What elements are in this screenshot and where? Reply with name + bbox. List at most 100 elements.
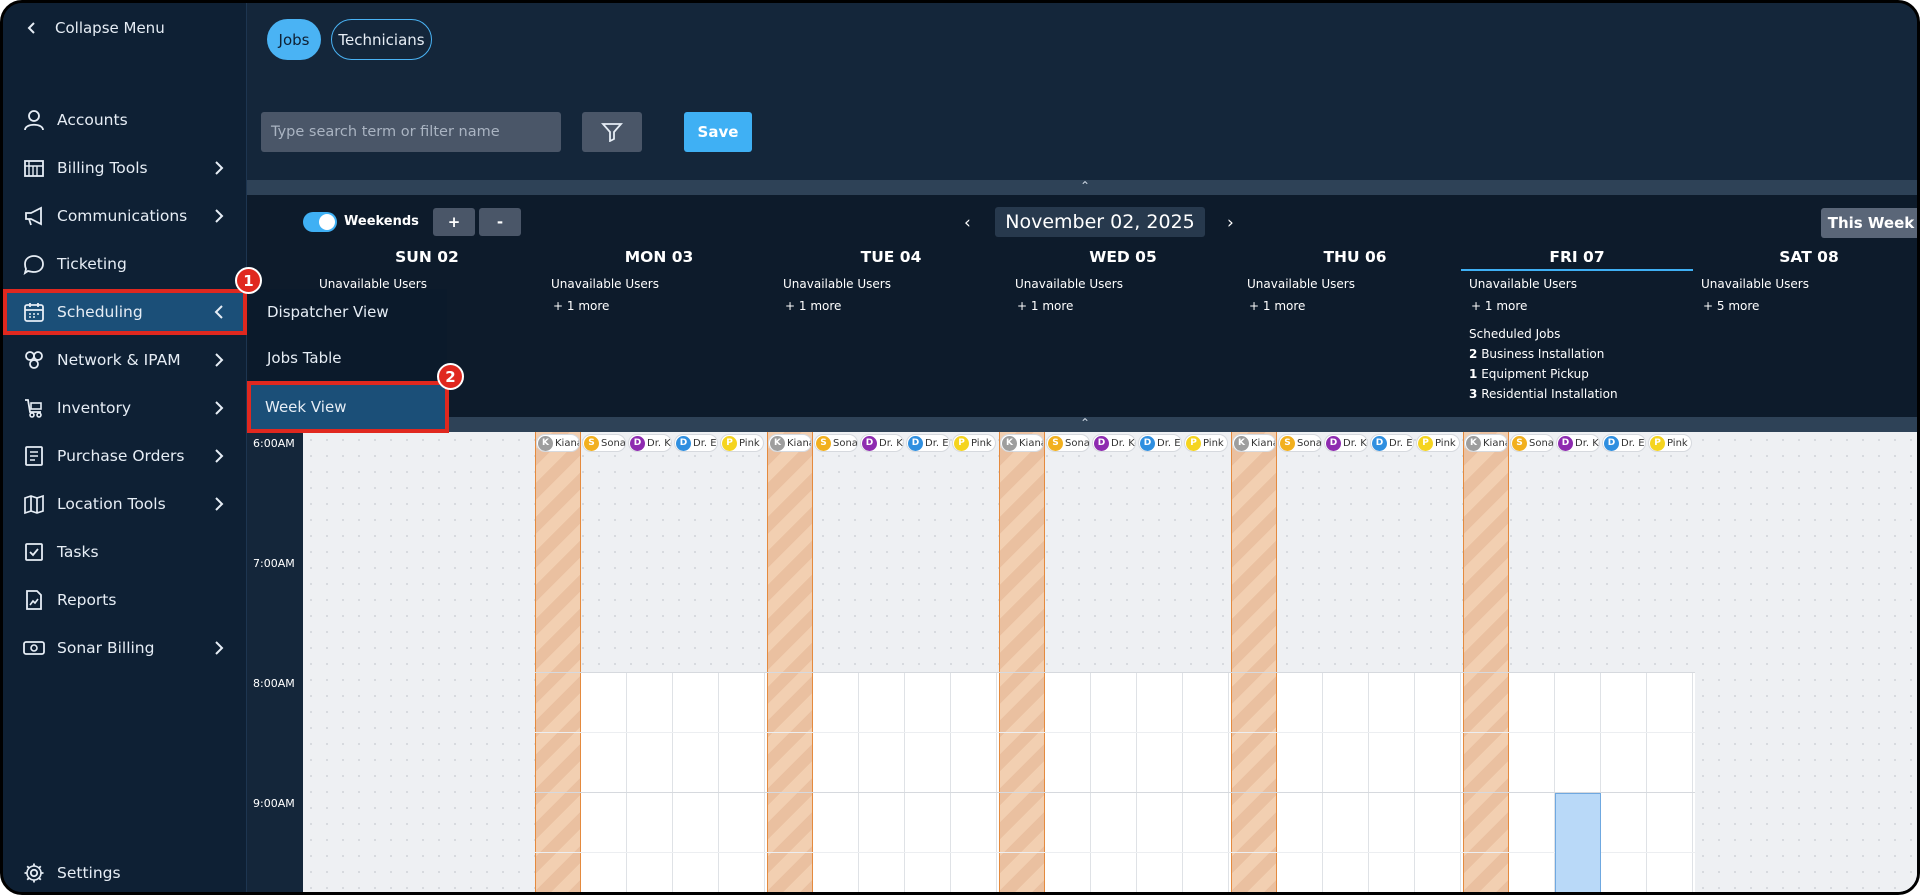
sidebar-item-accounts[interactable]: Accounts xyxy=(3,97,247,143)
sidebar-item-location-tools[interactable]: Location Tools xyxy=(3,481,247,527)
technician-name: Sonar xyxy=(601,437,626,449)
step-2-badge: 2 xyxy=(437,363,464,390)
sidebar-item-inventory[interactable]: Inventory xyxy=(3,385,247,431)
weekends-toggle[interactable] xyxy=(303,212,337,232)
grid-divider xyxy=(764,672,765,892)
current-date[interactable]: November 02, 2025 xyxy=(995,207,1205,237)
technician-name: Kiana xyxy=(1019,437,1043,449)
time-label: 9:00AM xyxy=(253,797,295,810)
scheduled-job-row[interactable]: 3 Residential Installation xyxy=(1469,387,1693,401)
technician-chip[interactable]: SSonar xyxy=(1046,434,1090,452)
tab-technicians[interactable]: Technicians xyxy=(331,19,432,60)
chevron-right-icon xyxy=(215,353,224,367)
technician-chip[interactable]: KKiana xyxy=(1232,434,1276,452)
collapse-filters-bar[interactable]: ⌃ xyxy=(247,180,1917,195)
this-week-button[interactable]: This Week xyxy=(1821,208,1917,238)
scheduled-job-row[interactable]: 2 Business Installation xyxy=(1469,347,1693,361)
chevron-right-icon xyxy=(215,449,224,463)
technician-avatar: D xyxy=(1372,435,1387,451)
technician-chip[interactable]: DDr. Ez xyxy=(1602,434,1646,452)
technician-chip[interactable]: DDr. Ko xyxy=(1092,434,1136,452)
technician-chip[interactable]: DDr. Ez xyxy=(1370,434,1414,452)
technician-avatar: K xyxy=(1234,435,1249,451)
collapse-header-bar[interactable]: ⌃ xyxy=(247,417,1917,432)
sidebar-item-label: Reports xyxy=(57,591,117,609)
technician-chip[interactable]: DDr. Ko xyxy=(1324,434,1368,452)
technician-name: Pink W xyxy=(1435,437,1459,449)
technician-chip[interactable]: SSonar xyxy=(1278,434,1322,452)
half-hour-line xyxy=(535,852,1695,853)
day-title: FRI 07 xyxy=(1461,245,1693,271)
available-slots[interactable] xyxy=(581,672,767,892)
sidebar-item-tasks[interactable]: Tasks xyxy=(3,529,247,575)
technician-chip[interactable]: DDr. Ko xyxy=(860,434,904,452)
technician-avatar: D xyxy=(630,435,645,451)
available-slots[interactable] xyxy=(813,672,999,892)
more-users-link[interactable]: + 1 more xyxy=(1471,299,1528,313)
technician-chip[interactable]: SSonar xyxy=(1510,434,1554,452)
sidebar-item-ticketing[interactable]: Ticketing xyxy=(3,241,247,287)
job-name: Residential Installation xyxy=(1481,387,1618,401)
grid-divider xyxy=(996,672,997,892)
more-users-link[interactable]: + 1 more xyxy=(785,299,842,313)
search-placeholder: Type search term or filter name xyxy=(271,124,500,140)
unavailable-users-label: Unavailable Users xyxy=(319,277,427,291)
available-slots[interactable] xyxy=(1509,672,1695,892)
technician-chip[interactable]: DDr. Ko xyxy=(1556,434,1600,452)
scheduled-job-row[interactable]: 1 Equipment Pickup xyxy=(1469,367,1693,381)
sidebar-item-communications[interactable]: Communications xyxy=(3,193,247,239)
more-users-link[interactable]: + 1 more xyxy=(1017,299,1074,313)
submenu-jobs-table[interactable]: Jobs Table xyxy=(267,349,342,367)
technician-avatar: D xyxy=(1094,435,1109,451)
technician-chip[interactable]: SSonar xyxy=(814,434,858,452)
sidebar-item-reports[interactable]: Reports xyxy=(3,577,247,623)
calendar-slots[interactable]: KKianaSSonarDDr. KoDDr. EzPPink WKKianaS… xyxy=(303,432,1917,892)
more-users-link[interactable]: + 1 more xyxy=(1249,299,1306,313)
sidebar-item-sonar-billing[interactable]: Sonar Billing xyxy=(3,625,247,671)
submenu-week-view[interactable]: Week View xyxy=(247,381,449,433)
sidebar-item-label: Scheduling xyxy=(57,303,143,321)
prev-week-button[interactable]: ‹ xyxy=(964,213,971,233)
time-label: 6:00AM xyxy=(253,437,295,450)
tab-jobs[interactable]: Jobs xyxy=(267,19,321,60)
available-slots[interactable] xyxy=(1277,672,1463,892)
save-button[interactable]: Save xyxy=(684,112,752,152)
technician-chip[interactable]: KKiana xyxy=(1464,434,1508,452)
technician-chip[interactable]: SSonar xyxy=(582,434,626,452)
sidebar-item-purchase-orders[interactable]: Purchase Orders xyxy=(3,433,247,479)
technician-chip[interactable]: DDr. Ez xyxy=(1138,434,1182,452)
technician-name: Kiana xyxy=(1251,437,1275,449)
technician-name: Kiana xyxy=(1483,437,1507,449)
submenu-dispatcher-view[interactable]: Dispatcher View xyxy=(267,303,389,321)
technician-chip[interactable]: DDr. Ko xyxy=(628,434,672,452)
next-week-button[interactable]: › xyxy=(1227,213,1234,233)
zoom-out-button[interactable]: - xyxy=(479,208,521,236)
more-users-link[interactable]: + 1 more xyxy=(553,299,610,313)
chevron-right-icon xyxy=(215,401,224,415)
technician-chip[interactable]: DDr. Ez xyxy=(906,434,950,452)
technician-chip[interactable]: KKiana xyxy=(768,434,812,452)
more-users-link[interactable]: + 5 more xyxy=(1703,299,1760,313)
sidebar-item-settings[interactable]: Settings xyxy=(3,850,247,892)
sidebar-item-network-ipam[interactable]: Network & IPAM xyxy=(3,337,247,383)
technician-chip[interactable]: KKiana xyxy=(536,434,580,452)
sidebar-item-billing-tools[interactable]: Billing Tools xyxy=(3,145,247,191)
technician-chip[interactable]: KKiana xyxy=(1000,434,1044,452)
sidebar-item-scheduling[interactable]: Scheduling xyxy=(3,289,247,335)
technician-chip[interactable]: DDr. Ez xyxy=(674,434,718,452)
scheduled-job-block[interactable] xyxy=(1555,793,1601,892)
chevron-right-icon xyxy=(215,209,224,223)
filter-button[interactable] xyxy=(582,112,642,152)
zoom-in-button[interactable]: + xyxy=(433,208,475,236)
job-count: 1 xyxy=(1469,367,1478,381)
search-input[interactable]: Type search term or filter name xyxy=(261,112,561,152)
time-label: 7:00AM xyxy=(253,557,295,570)
collapse-menu-button[interactable]: Collapse Menu xyxy=(27,19,165,37)
available-slots[interactable] xyxy=(1045,672,1231,892)
technician-avatar: S xyxy=(816,435,831,451)
